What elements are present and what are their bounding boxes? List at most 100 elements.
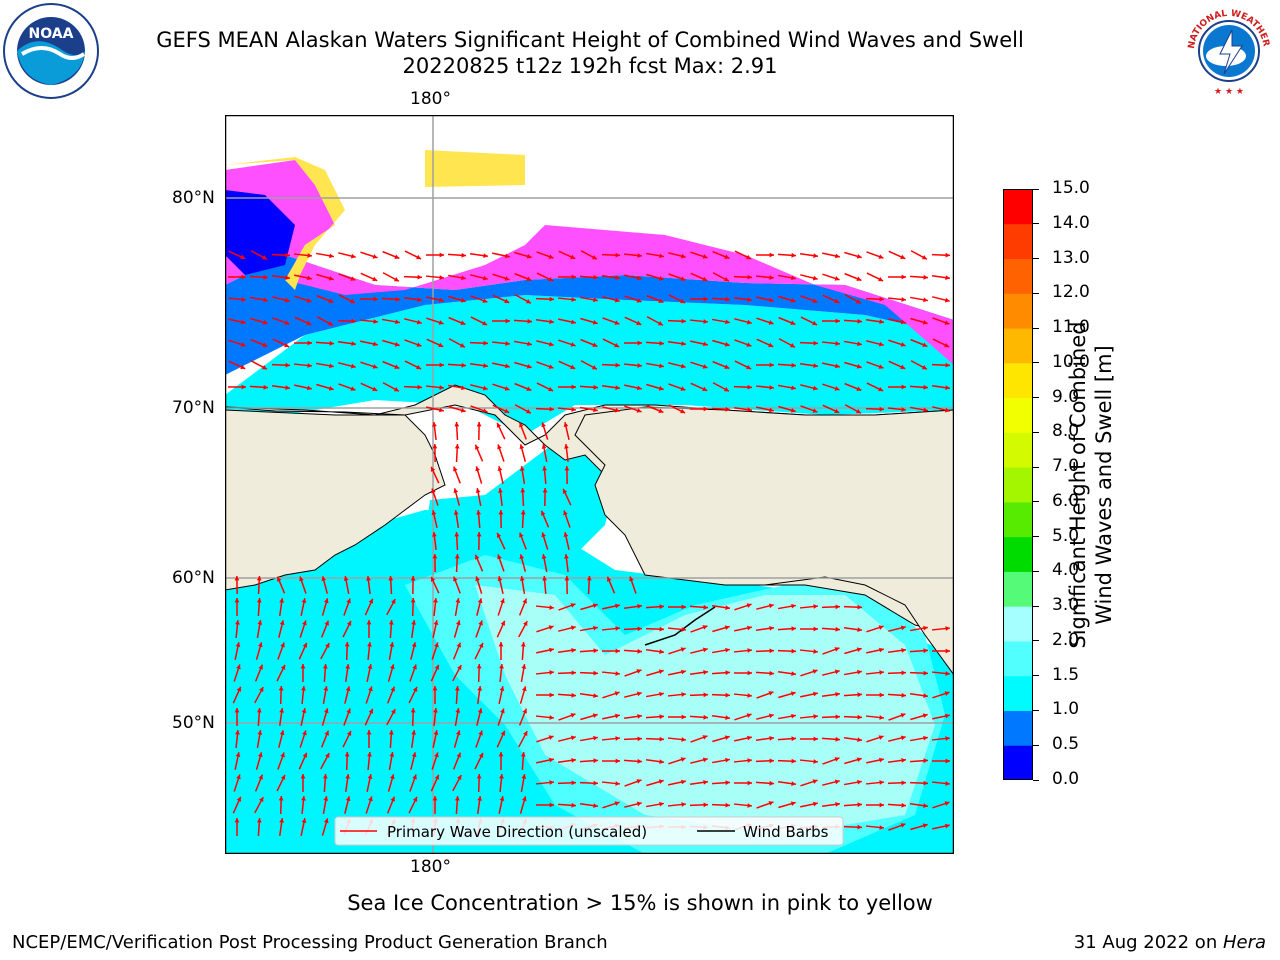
wave-arrow-head [724,735,730,741]
wave-arrow-head [703,406,708,412]
wave-arrow-head [323,818,329,824]
wave-arrow-head [549,319,554,325]
sea-ice-zone [225,160,954,365]
wave-arrow-head [522,708,527,714]
wave-arrow-head [591,365,597,370]
wave-arrow-head [520,488,526,493]
wave-arrow-head [945,758,950,764]
wave-arrow-head [593,670,598,676]
wave-arrow-head [345,686,351,692]
wave-arrow-head [393,277,399,282]
wave-arrow-head [235,730,240,735]
wave-arrow-head [746,364,752,370]
wave-arrow-head [629,576,634,582]
colorbar-segment [1003,293,1033,329]
map-frame [225,115,954,854]
wave-arrow-head [299,576,304,582]
colorbar-tick-label: 5.0 [1052,525,1080,546]
wave-arrow-head [257,642,263,648]
wave-arrow-head [703,296,708,302]
wave-arrow-head [637,363,642,368]
wave-arrow-head [278,686,284,691]
wave-arrow-head [498,642,504,647]
wave-arrow-head [857,714,862,720]
wave-arrow-head [431,488,436,494]
wave-arrow-head [240,342,246,347]
wave-arrow-head [350,276,356,281]
wave-arrow-head [410,598,416,603]
map-legend: Primary Wave Direction (unscaled) Wind B… [334,816,844,846]
wave-arrow-head [562,488,568,494]
wave-arrow-head [768,801,774,806]
wave-arrow-head [343,576,349,581]
wave-arrow-head [637,253,642,258]
wave-arrow-head [615,252,620,258]
wave-arrow-head [747,780,752,786]
wave-arrow-head [454,554,460,559]
lat-label-70: 70°N [172,398,215,418]
wave-arrow-head [658,385,664,391]
wave-arrow-head [834,757,840,762]
wave-arrow-head [901,297,906,302]
wave-arrow-head [636,408,642,413]
wave-arrow-head [570,625,576,631]
wave-arrow-head [702,735,708,740]
wave-arrow-head [571,319,576,325]
wave-arrow-head [482,408,488,413]
wave-arrow-head [592,603,598,609]
wave-arrow-head [285,275,290,281]
wave-arrow-head [768,713,774,719]
wave-arrow-head [702,364,708,369]
wave-arrow-head [433,708,438,713]
colorbar-segment [1003,223,1033,260]
svg-text:NOAA: NOAA [29,26,74,42]
wave-arrow-head [500,598,505,604]
wave-arrow-head [284,297,290,303]
wave-arrow-head [548,386,554,392]
wave-arrow-head [372,276,378,282]
wave-arrow-head [835,253,840,259]
wave-arrow-head [615,648,620,654]
wave-arrow-head [835,363,840,369]
wave-arrow-head [769,252,774,258]
wave-arrow-head [276,576,282,582]
wave-arrow-head [477,796,483,801]
wave-arrow-head [812,275,818,281]
wave-arrow-head [234,598,240,603]
wave-arrow-head [901,780,906,786]
wave-arrow-head [525,409,531,414]
wave-arrow-head [659,363,664,369]
wave-arrow-head [505,318,510,324]
wave-arrow-head [922,823,928,829]
wave-arrow-head [476,664,482,669]
wave-arrow-head [390,796,395,802]
wave-arrow-head [460,297,466,303]
wave-arrow-head [879,715,884,720]
wave-arrow-head [476,532,482,537]
colorbar-segment [1003,745,1033,780]
wave-arrow-head [279,708,285,713]
wave-arrow-head [388,620,394,625]
wave-arrow-head [835,714,840,720]
colorbar-tick-label: 15.0 [1052,178,1090,198]
wave-arrow-head [541,554,547,559]
wave-arrow-head [724,625,730,631]
wave-arrow-head [812,408,818,413]
wave-arrow-head [901,692,906,698]
wave-arrow-head [261,365,267,370]
wave-arrow-head [724,364,730,369]
wave-arrow-head [366,730,372,735]
colorbar-segment [1003,606,1033,642]
wave-arrow-head [434,664,440,670]
wave-arrow-head [350,253,356,259]
wave-arrow-head [856,363,862,369]
high-wave-zone-2 [475,585,935,835]
wave-arrow-head [945,781,950,786]
wave-arrow-head [241,319,246,325]
wave-arrow-head [439,362,444,368]
wave-arrow-head [389,664,395,670]
wave-arrow-head [307,363,312,368]
wave-arrow-head [636,298,642,303]
wave-arrow-head [857,341,862,347]
wave-arrow-head [593,384,598,390]
